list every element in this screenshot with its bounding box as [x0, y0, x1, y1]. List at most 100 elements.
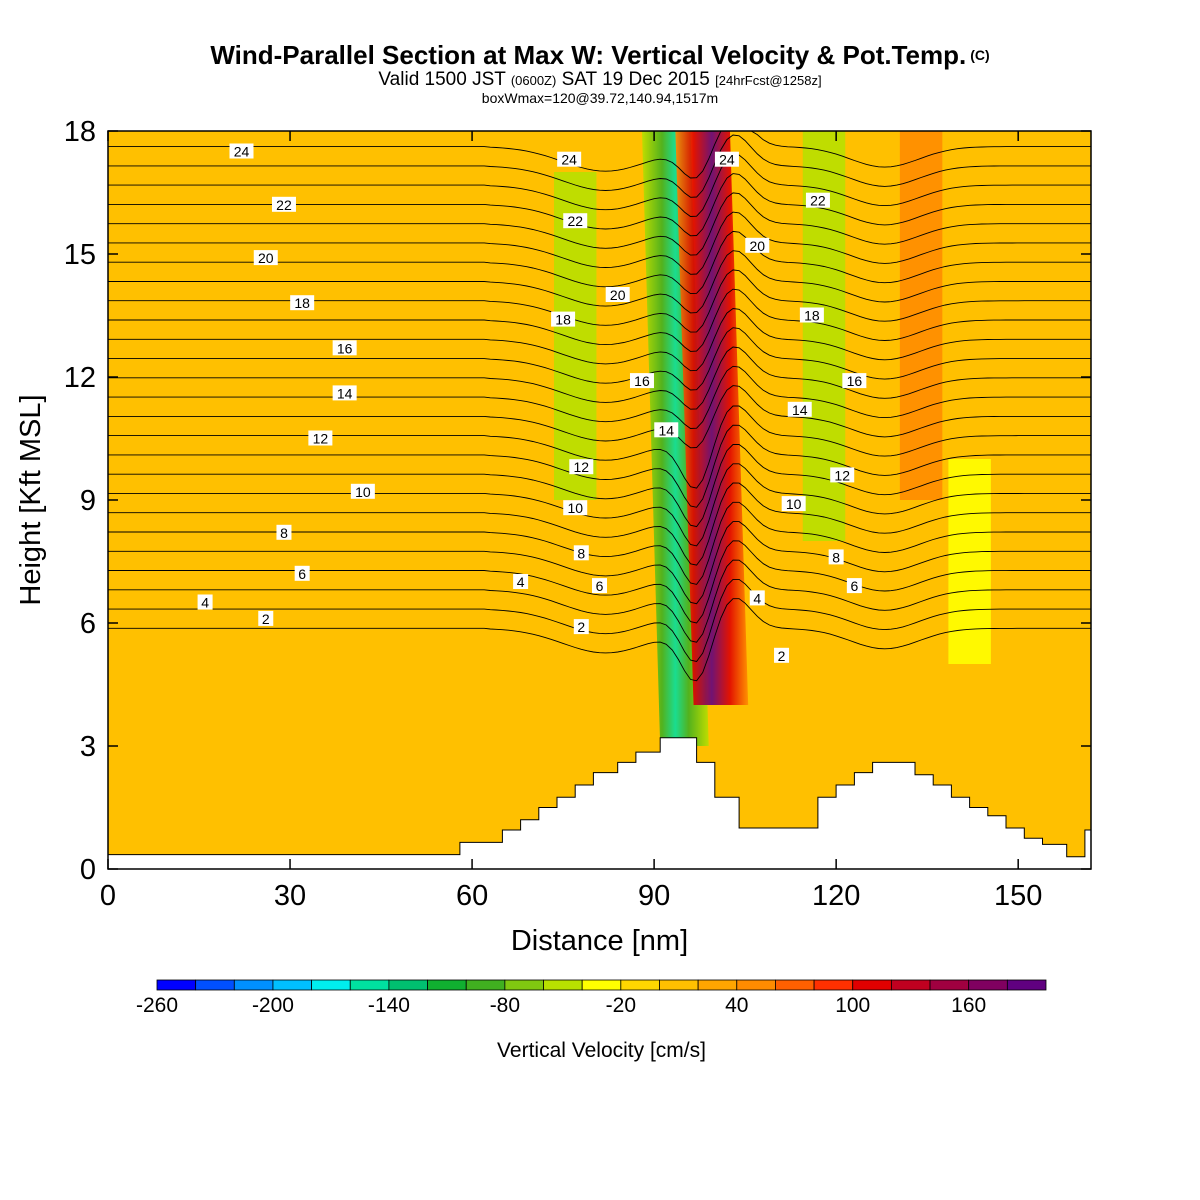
theta-contour: [108, 173, 1091, 237]
forecast-info: [24hrFcst@1258z]: [715, 73, 822, 88]
colorbar-swatch: [311, 979, 351, 991]
contour-label: 18: [290, 295, 315, 311]
colorbar-tick-label: -200: [252, 994, 294, 1017]
y-axis-label: Height [Kft MSL]: [15, 394, 47, 605]
colorbar-swatch: [775, 979, 815, 991]
contour-label-box: [842, 373, 867, 389]
contour-label-text: 14: [337, 385, 353, 401]
contour-label: 4: [513, 574, 529, 590]
contour-label-box: [830, 467, 855, 483]
x-tick-label: 0: [100, 880, 116, 912]
colorbar-tick-label: -260: [136, 994, 178, 1017]
contour-label-box: [350, 483, 375, 499]
contour-label: 8: [828, 549, 844, 565]
contour-label: 10: [781, 496, 806, 512]
contour-label-text: 16: [847, 373, 863, 389]
colorbar-swatch: [195, 979, 235, 991]
contour-label: 10: [350, 483, 375, 500]
contour-label-box: [749, 590, 765, 606]
contour-label-text: 4: [517, 574, 525, 590]
contour-label-text: 8: [577, 545, 585, 561]
contour-label: 12: [308, 430, 333, 447]
contour-label-text: 18: [294, 295, 310, 311]
y-tick-label: 15: [64, 239, 96, 271]
theta-contour: [108, 482, 1091, 566]
colorbar-swatch: [890, 979, 931, 991]
contour-label-box: [197, 594, 213, 610]
contour-label-text: 14: [792, 402, 808, 418]
contour-label-text: 2: [577, 619, 585, 635]
contour-label-box: [332, 385, 357, 401]
valid-time: Valid 1500 JST: [378, 69, 506, 90]
contour-label-text: 6: [596, 578, 604, 594]
theta-contour: [108, 250, 1091, 314]
contour-label-box: [592, 578, 607, 594]
axes: 0 30 60 90 120 150 0 3 6 9 12 15 18 Distance [nm] Heig…: [15, 116, 1092, 957]
contour-label-text: 12: [574, 459, 590, 475]
contour-label-box: [781, 496, 806, 512]
colorbar-swatch: [543, 979, 583, 991]
contour-label-box: [551, 311, 576, 327]
contour-label-text: 22: [810, 193, 826, 209]
theta-contour: [108, 153, 1091, 217]
contour-label-text: 24: [561, 152, 577, 168]
theta-contour: [108, 131, 1091, 179]
contour-label-box: [828, 549, 844, 565]
y-tick-label: 12: [64, 362, 96, 394]
colorbar-tick-label: -20: [606, 994, 636, 1017]
contour-label-text: 6: [298, 566, 306, 582]
theta-contour: [108, 346, 1091, 410]
y-tick-label: 6: [80, 608, 96, 640]
theta-contour: [108, 598, 1091, 682]
theta-contour: [108, 501, 1091, 585]
contour-label-box: [276, 524, 292, 540]
contour-label: 10: [563, 500, 588, 516]
contour-label: 20: [605, 287, 630, 303]
contour-label-box: [290, 295, 315, 311]
chart-title-block: Wind-Parallel Section at Max W: Vertical…: [0, 40, 1200, 105]
colorbar-swatch: [813, 979, 854, 991]
x-tick-label: 150: [994, 880, 1042, 912]
contour-label-text: 4: [753, 590, 761, 606]
contour-label: 24: [714, 151, 739, 168]
contour-label: 16: [332, 340, 357, 356]
field-background: [108, 131, 1091, 869]
x-tick-label: 60: [456, 880, 488, 912]
contour-label: 2: [573, 619, 589, 635]
colorbar-tick-label: 160: [951, 994, 986, 1017]
contour-label-box: [563, 213, 588, 229]
contour-label-box: [569, 459, 594, 475]
contour-label: 16: [842, 373, 867, 389]
contour-label-box: [563, 500, 588, 516]
theta-contour: [108, 405, 1091, 489]
colorbar-swatch: [349, 979, 390, 991]
colorbar-tick-label: 40: [725, 994, 748, 1017]
colorbar: -260 -200 -140 -80 -20 40 100 160 Vertical Veloc…: [136, 979, 1047, 1062]
velocity-feature-weak_updraft: [438, 418, 482, 705]
contour-label-box: [513, 574, 529, 589]
copyright-mark: (C): [970, 47, 990, 63]
contour-label-text: 22: [276, 197, 292, 213]
theta-contour: [108, 463, 1091, 547]
y-tick-label: 0: [80, 854, 96, 886]
x-axis-label: Distance [nm]: [511, 925, 688, 957]
y-tick-label: 9: [80, 485, 96, 517]
contour-label-text: 2: [262, 611, 270, 627]
contour-label-box: [253, 250, 278, 266]
contour-label: 22: [805, 192, 830, 209]
contour-label-box: [714, 151, 739, 167]
contour-label: 14: [332, 385, 357, 401]
colorbar-swatch: [736, 979, 776, 991]
theta-contour: [108, 559, 1091, 643]
colorbar-swatch: [1006, 979, 1047, 991]
contour-label: 8: [276, 524, 292, 541]
contour-label-text: 10: [567, 500, 583, 516]
colorbar-swatch: [233, 979, 274, 991]
colorbar-swatch: [427, 979, 467, 991]
contour-label-text: 24: [234, 144, 250, 160]
colorbar-swatch: [929, 979, 970, 991]
contour-label: 24: [229, 143, 254, 160]
theta-contour: [108, 134, 1091, 198]
colorbar-label: Vertical Velocity [cm/s]: [497, 1039, 706, 1062]
